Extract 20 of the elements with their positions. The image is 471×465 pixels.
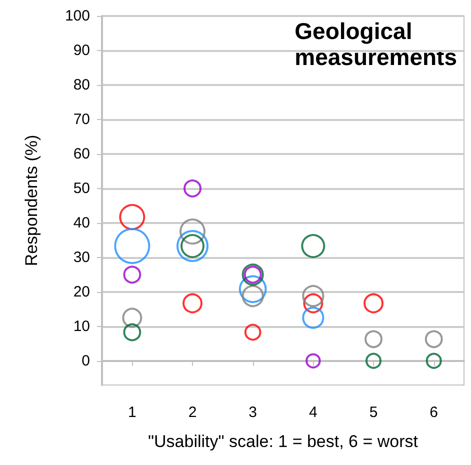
y-tick-label: 90 [73, 42, 90, 59]
y-tick-label: 80 [73, 76, 90, 94]
y-tick-label: 40 [73, 214, 90, 232]
y-axis-title: Respondents (%) [22, 134, 41, 266]
y-tick-label: 60 [73, 145, 90, 162]
x-tick-label: 4 [308, 404, 318, 421]
y-tick-label: 100 [64, 8, 90, 24]
y-tick-label: 50 [73, 180, 90, 197]
y-tick-label: 30 [73, 248, 90, 266]
text: Geological measurements [294, 18, 457, 70]
x-tick-label: 6 [430, 404, 438, 421]
x-tick-label: 3 [248, 404, 258, 421]
x-tick-label: 2 [188, 404, 197, 421]
y-tick-label: 10 [73, 318, 90, 335]
y-tick-label: 70 [73, 110, 90, 128]
x-tick-label: 1 [128, 404, 136, 421]
x-axis-title: "Usability" scale: 1 = best, 6 = worst [148, 432, 418, 451]
y-tick-label: 20 [73, 283, 90, 300]
x-tick-label: 5 [369, 404, 378, 421]
y-tick-label: 0 [82, 352, 90, 370]
